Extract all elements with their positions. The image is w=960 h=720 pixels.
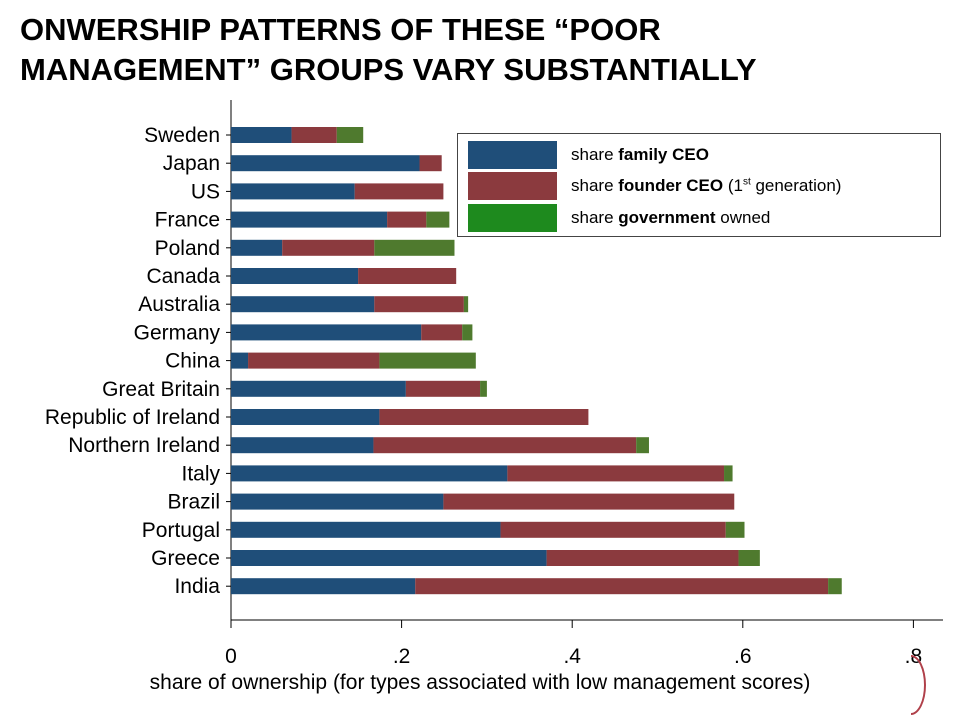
bar-segment-family xyxy=(231,211,388,228)
bar-segment-founder xyxy=(419,155,442,172)
bar-segment-family xyxy=(231,296,375,313)
legend-swatch-founder xyxy=(468,172,557,200)
y-tick-label: US xyxy=(191,180,220,203)
y-tick-label: Germany xyxy=(134,321,221,344)
chart-title-line-2: MANAGEMENT” GROUPS VARY SUBSTANTIALLY xyxy=(20,52,757,87)
bar-segment-founder xyxy=(415,578,829,595)
legend-label-founder: share founder CEO (1st generation) xyxy=(571,176,842,195)
bar-segment-family xyxy=(231,155,420,172)
y-tick-label: Canada xyxy=(146,265,220,288)
bar-segment-government xyxy=(379,352,476,369)
bar-segment-founder xyxy=(291,127,337,143)
x-tick-label: .2 xyxy=(393,645,411,668)
bar-segment-family xyxy=(231,550,547,566)
y-tick-label: Japan xyxy=(163,152,220,175)
bar-segment-founder xyxy=(379,409,589,425)
bar-segment-family xyxy=(231,268,359,284)
bar-segment-government xyxy=(725,521,745,538)
bar-segment-family xyxy=(231,239,283,256)
bar-segment-founder xyxy=(354,183,444,200)
y-tick-label: Portugal xyxy=(142,519,220,542)
bar-segment-family xyxy=(231,409,380,425)
bar-segment-founder xyxy=(546,550,739,566)
bar-segment-founder xyxy=(387,211,427,228)
bar-segment-family xyxy=(231,493,444,510)
chart-title-line-1: ONWERSHIP PATTERNS OF THESE “POOR xyxy=(20,12,661,47)
legend-item-government: share government owned xyxy=(468,203,770,233)
y-tick-label: Australia xyxy=(138,293,220,316)
bar-segment-government xyxy=(480,380,487,397)
legend-label-government: share government owned xyxy=(571,208,771,227)
y-tick-label: Greece xyxy=(151,547,220,570)
bar-segment-founder xyxy=(358,268,457,284)
legend-item-family: share family CEO xyxy=(468,140,709,170)
legend-label-family: share family CEO xyxy=(571,145,709,164)
bar-segment-family xyxy=(231,465,508,482)
bar-segment-government xyxy=(463,296,469,313)
bar-segment-founder xyxy=(373,437,637,454)
bar-segment-government xyxy=(336,127,364,143)
bar-segment-family xyxy=(231,183,355,200)
bar-segment-founder xyxy=(374,296,464,313)
bar-segment-founder xyxy=(282,239,375,256)
y-tick-label: Italy xyxy=(181,462,220,485)
bar-segment-founder xyxy=(507,465,725,482)
legend-swatch-government xyxy=(468,204,557,232)
chart-title: ONWERSHIP PATTERNS OF THESE “POOR MANAGE… xyxy=(20,10,950,90)
bar-segment-family xyxy=(231,127,292,143)
legend-item-founder: share founder CEO (1st generation) xyxy=(468,171,841,201)
bar-segment-founder xyxy=(421,324,463,341)
y-tick-label: China xyxy=(165,350,220,373)
bar-segment-government xyxy=(636,437,649,454)
bar-segment-family xyxy=(231,324,422,341)
legend-swatch-family xyxy=(468,141,557,169)
bar-segment-family xyxy=(231,578,416,595)
bar-segment-family xyxy=(231,437,374,454)
x-tick-label: 0 xyxy=(225,645,237,668)
y-tick-label: Northern Ireland xyxy=(68,434,220,457)
bar-segment-government xyxy=(426,211,450,228)
y-tick-label: Sweden xyxy=(144,124,220,147)
bar-segment-founder xyxy=(500,521,726,538)
chart-legend: share family CEO share founder CEO (1st … xyxy=(457,133,941,237)
y-tick-label: Republic of Ireland xyxy=(45,406,220,429)
bar-segment-government xyxy=(738,550,760,566)
bar-segment-government xyxy=(724,465,733,482)
y-tick-label: France xyxy=(155,209,220,232)
bar-segment-government xyxy=(462,324,473,341)
x-axis-label: share of ownership (for types associated… xyxy=(149,671,811,694)
y-tick-label: Poland xyxy=(155,237,220,260)
bar-segment-founder xyxy=(405,380,481,397)
y-tick-label: Great Britain xyxy=(102,378,220,401)
bar-segment-founder xyxy=(443,493,735,510)
y-tick-label: India xyxy=(174,575,220,598)
x-tick-label: .6 xyxy=(734,645,752,668)
bar-segment-family xyxy=(231,521,501,538)
y-tick-label: Brazil xyxy=(167,491,220,514)
bar-segment-family xyxy=(231,380,406,397)
bar-segment-founder xyxy=(248,352,380,369)
bar-segment-government xyxy=(374,239,455,256)
bar-segment-family xyxy=(231,352,249,369)
bar-segment-government xyxy=(828,578,842,595)
x-tick-label: .4 xyxy=(563,645,581,668)
